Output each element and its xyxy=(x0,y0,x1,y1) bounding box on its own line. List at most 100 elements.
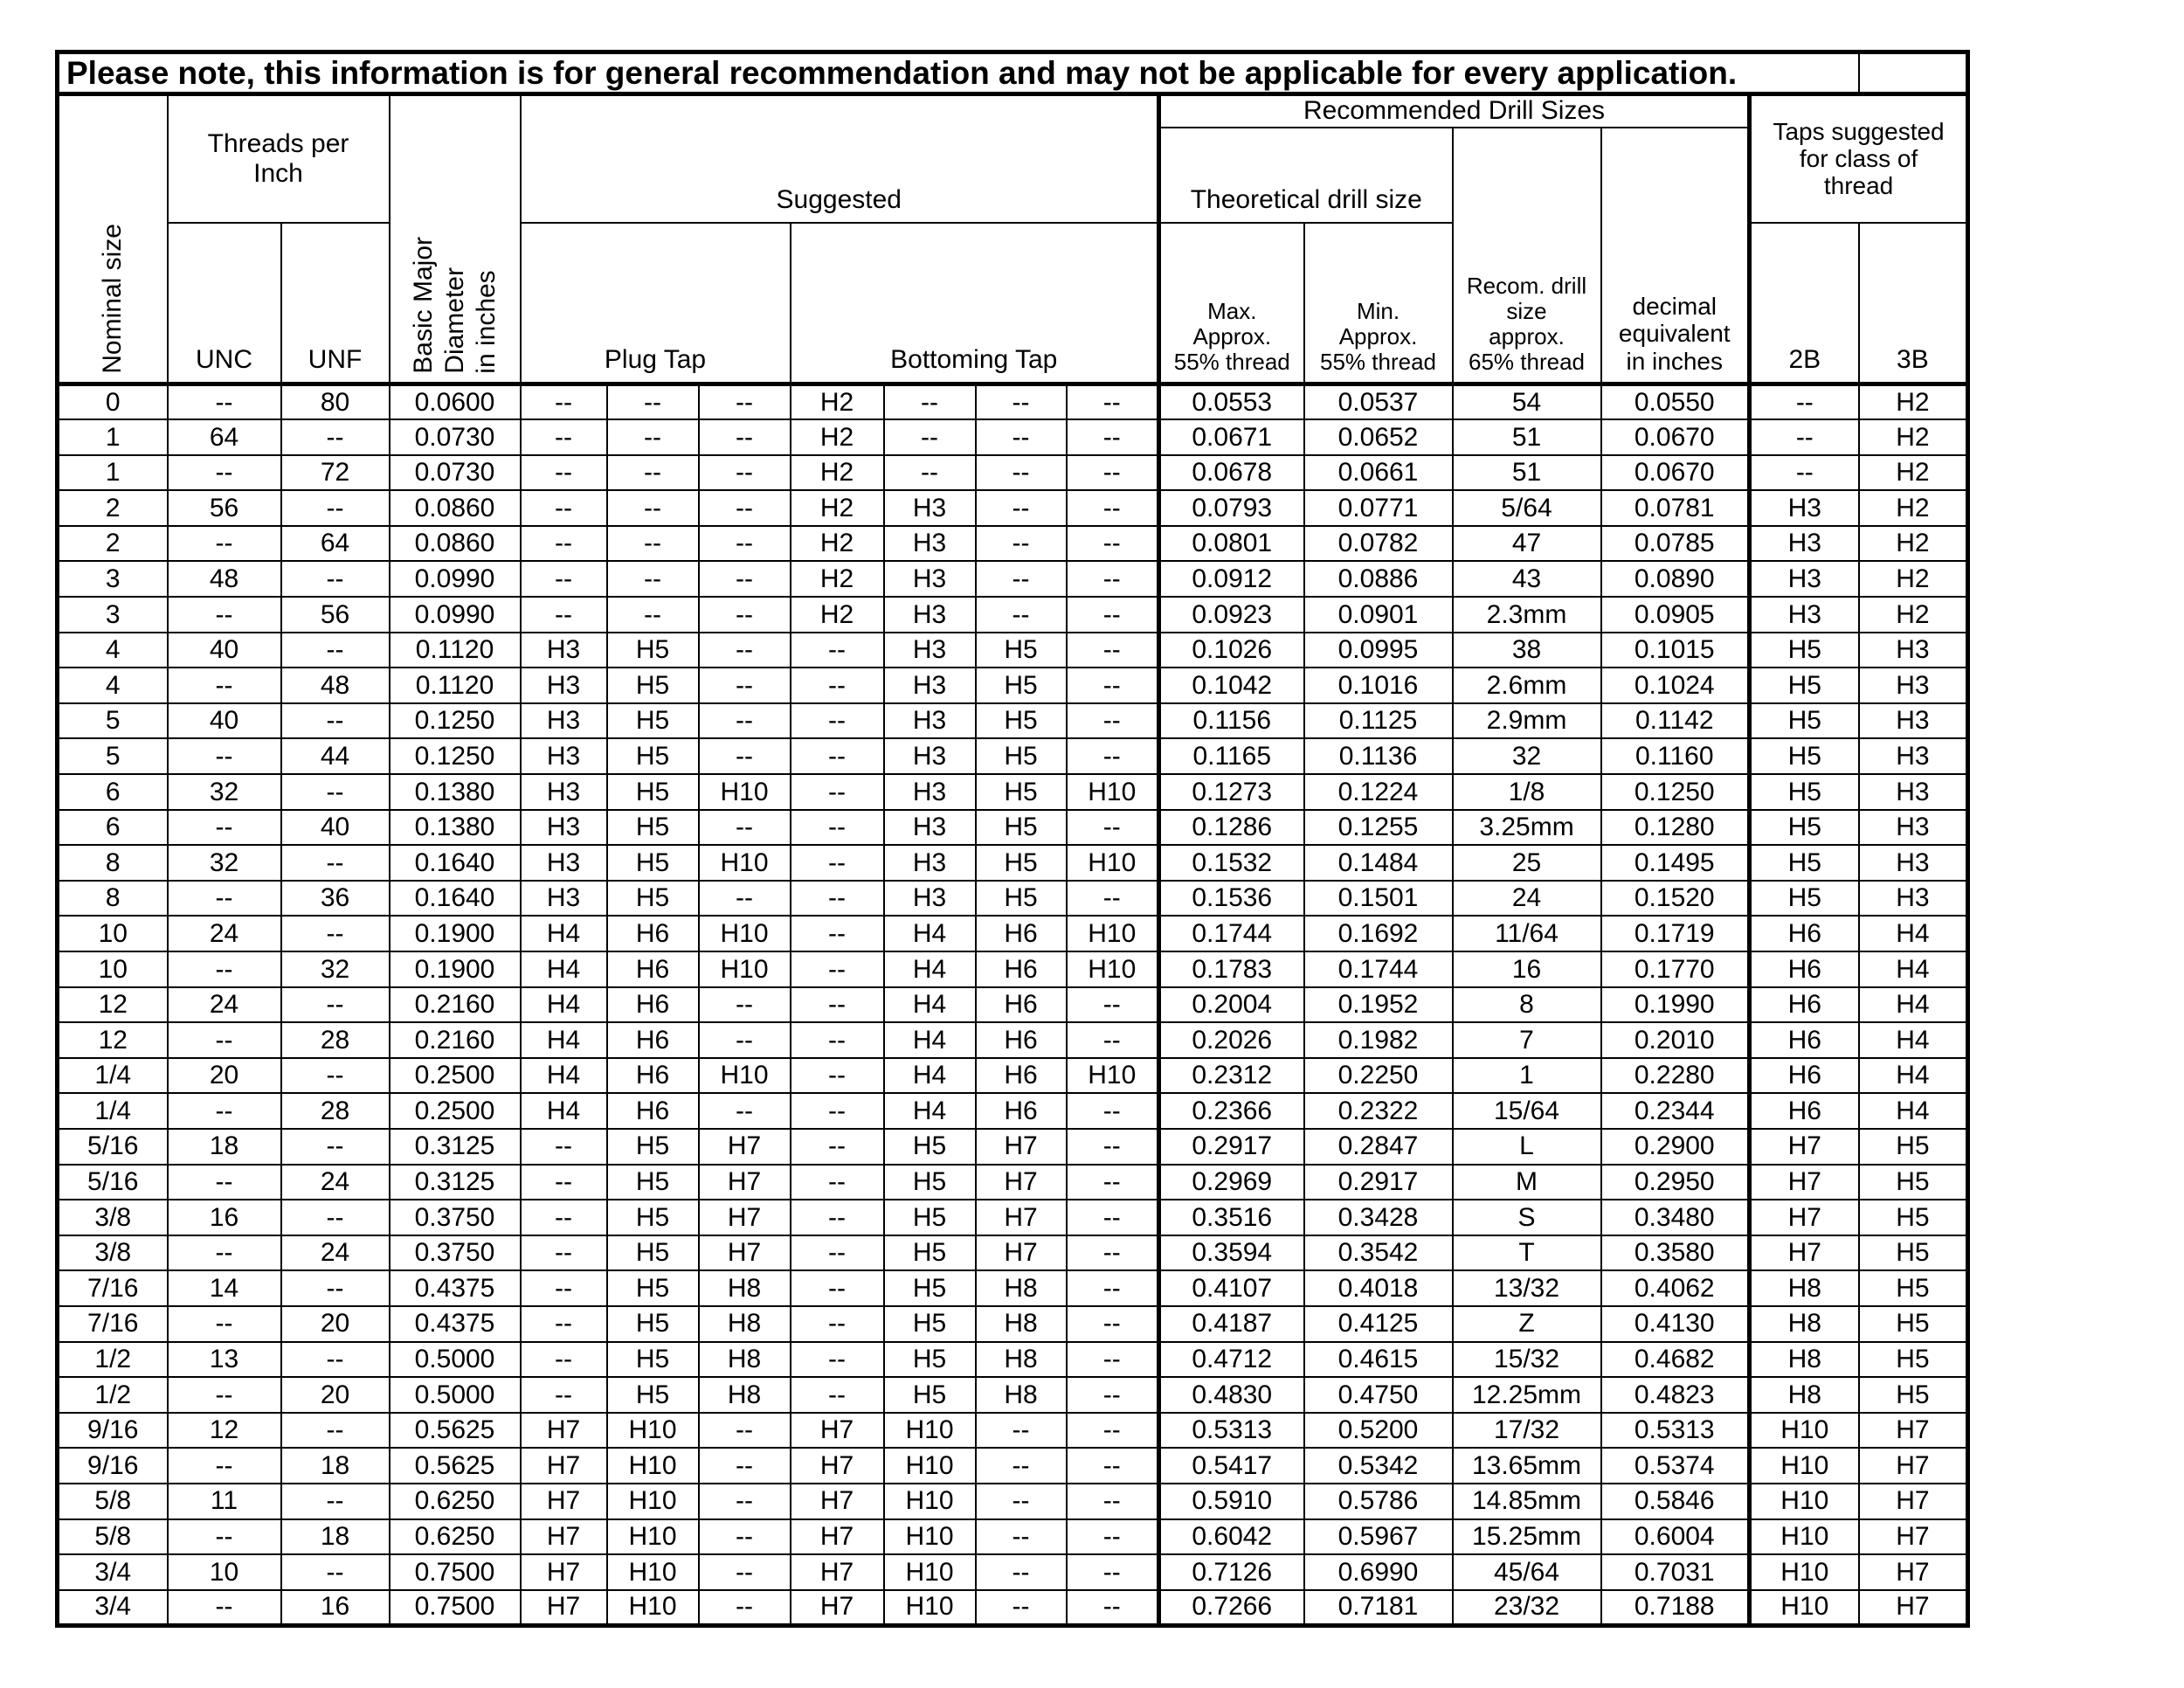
cell: 1/4 xyxy=(56,1092,169,1130)
cell: H3 xyxy=(1746,524,1860,563)
cell: -- xyxy=(697,1588,791,1627)
cell: -- xyxy=(280,1199,390,1236)
cell: -- xyxy=(280,419,390,456)
cell: 0.1024 xyxy=(1600,667,1751,704)
cell: H3 xyxy=(1857,844,1969,882)
cell: H3 xyxy=(1857,737,1969,776)
cell: 0.0905 xyxy=(1600,596,1751,633)
cell: H4 xyxy=(882,951,977,988)
cell: 0.1120 xyxy=(388,631,522,669)
cell: -- xyxy=(697,383,791,421)
cell: H4 xyxy=(519,986,608,1024)
cell: -- xyxy=(1746,453,1860,492)
cell: 0.2160 xyxy=(388,986,522,1024)
header-row-bottom: UNC UNF Plug Tap Bottoming Tap Max. Appr… xyxy=(58,221,1969,386)
cell: 24 xyxy=(280,1163,390,1201)
cell: 10 xyxy=(56,951,169,988)
cell: -- xyxy=(697,808,791,847)
cell: 0.0886 xyxy=(1303,560,1454,598)
cell: 64 xyxy=(280,524,390,563)
cell: 0.4375 xyxy=(388,1304,522,1343)
cell: 12 xyxy=(56,1021,169,1059)
cell: 16 xyxy=(280,1588,390,1627)
cell: H7 xyxy=(1746,1234,1860,1272)
cell: H2 xyxy=(1857,524,1969,563)
cell: H6 xyxy=(1746,1021,1860,1059)
cell: H10 xyxy=(605,1411,700,1449)
cell: H8 xyxy=(974,1269,1068,1307)
cell: 0.6250 xyxy=(388,1518,522,1556)
cell: 12.25mm xyxy=(1451,1376,1602,1414)
cell: 15/64 xyxy=(1451,1092,1602,1130)
cell: 0.2847 xyxy=(1303,1127,1454,1166)
cell: 0.0670 xyxy=(1600,453,1751,492)
cell: H3 xyxy=(882,737,977,776)
cell: 0.4823 xyxy=(1600,1376,1751,1414)
cell: H4 xyxy=(882,1056,977,1095)
cell: -- xyxy=(789,1199,885,1236)
cell: 0.1026 xyxy=(1157,631,1305,669)
cell: H3 xyxy=(882,524,977,563)
cell: 0.0652 xyxy=(1303,419,1454,456)
cell: -- xyxy=(519,1340,608,1379)
cell: H8 xyxy=(974,1340,1068,1379)
cell: H5 xyxy=(882,1127,977,1166)
cell: H10 xyxy=(697,1056,791,1095)
table-row: 4 -- 48 0.1120 H3 H5 -- -- H3 H5 -- 0.1042 0.1016 2.6… xyxy=(56,667,1969,704)
cell: 56 xyxy=(166,489,282,527)
cell: H10 xyxy=(882,1482,977,1520)
cell: -- xyxy=(1065,1447,1160,1484)
cell: 0.5374 xyxy=(1600,1447,1751,1484)
cell: H5 xyxy=(1746,773,1860,811)
cell: 6 xyxy=(56,773,169,811)
cell: 1 xyxy=(1451,1056,1602,1095)
cell: H10 xyxy=(605,1588,700,1627)
cell: H3 xyxy=(1746,596,1860,633)
table-row: 4 40 -- 0.1120 H3 H5 -- -- H3 H5 -- 0.1026 0.0995 38 0… xyxy=(56,631,1969,669)
cell: 9/16 xyxy=(56,1447,169,1484)
cell: -- xyxy=(166,1376,282,1414)
cell: 0.5313 xyxy=(1157,1411,1305,1449)
cell: 10 xyxy=(166,1553,282,1591)
cell: 0.0860 xyxy=(388,524,522,563)
cell: -- xyxy=(789,1021,885,1059)
cell: 0.1495 xyxy=(1600,844,1751,882)
cell: 0.1125 xyxy=(1303,702,1454,740)
cell: 0.6250 xyxy=(388,1482,522,1520)
cell: H5 xyxy=(1746,631,1860,669)
cell: 0.3125 xyxy=(388,1163,522,1201)
cell: -- xyxy=(519,1163,608,1201)
table-row: 7/16 -- 20 0.4375 -- H5 H8 -- H5 H8 -- 0.4187 0.4125… xyxy=(56,1304,1969,1343)
cell: 0.2950 xyxy=(1600,1163,1751,1201)
cell: H10 xyxy=(882,1447,977,1484)
cell: 0.4750 xyxy=(1303,1376,1454,1414)
cell: H3 xyxy=(882,844,977,882)
cell: H10 xyxy=(605,1482,700,1520)
cell: H7 xyxy=(974,1234,1068,1272)
table-row: 3/4 -- 16 0.7500 H7 H10 -- H7 H10 -- -- 0.7266 0.718… xyxy=(56,1588,1969,1627)
cell: -- xyxy=(519,596,608,633)
cell: 0.1783 xyxy=(1157,951,1305,988)
cell: 51 xyxy=(1451,453,1602,492)
cell: H5 xyxy=(882,1234,977,1272)
cell: H2 xyxy=(789,453,885,492)
cell: -- xyxy=(697,1447,791,1484)
cell: 0.1532 xyxy=(1157,844,1305,882)
cell: H5 xyxy=(605,1304,700,1343)
cell: H3 xyxy=(1746,560,1860,598)
cell: H7 xyxy=(519,1553,608,1591)
cell: H10 xyxy=(1065,951,1160,988)
cell: -- xyxy=(697,1518,791,1556)
cell: -- xyxy=(1065,631,1160,669)
table-row: 1 64 -- 0.0730 -- -- -- H2 -- -- -- 0.0671 0.0652 51 0… xyxy=(56,419,1969,456)
cell: 0.2010 xyxy=(1600,1021,1751,1059)
cell: 0.1900 xyxy=(388,951,522,988)
cell: -- xyxy=(789,915,885,952)
cell: -- xyxy=(166,1021,282,1059)
cell: 51 xyxy=(1451,419,1602,456)
cell: H8 xyxy=(974,1304,1068,1343)
table-row: 5/8 -- 18 0.6250 H7 H10 -- H7 H10 -- -- 0.6042 0.596… xyxy=(56,1518,1969,1556)
cell: -- xyxy=(1065,1518,1160,1556)
cell: H3 xyxy=(882,560,977,598)
cell: 0.4187 xyxy=(1157,1304,1305,1343)
